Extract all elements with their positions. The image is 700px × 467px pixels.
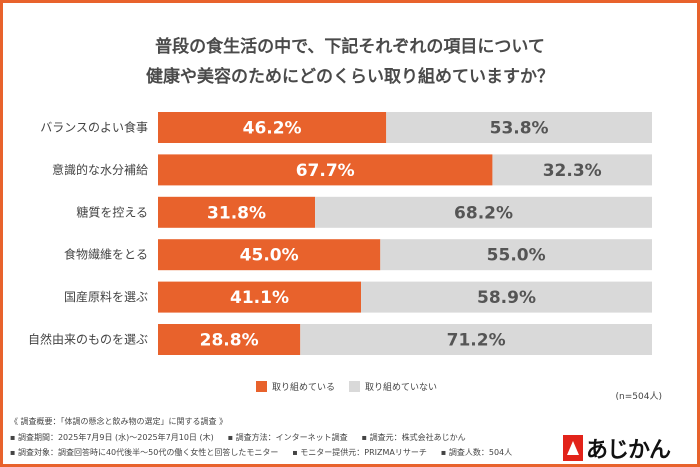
bar-done: [158, 196, 316, 228]
data-label: 67.7%: [296, 161, 355, 181]
bar-not-done: [386, 112, 652, 143]
note-target: ▪ 調査対象：調査回答時に40代後半～50代の働く女性と回答したモニター: [10, 448, 279, 457]
bar-done: [158, 281, 362, 313]
logo-text: あじかん: [586, 438, 671, 463]
note-heading: 《 調査概要：「体調の懸念と飲み物の選定」に関する調査 》: [10, 417, 228, 426]
data-label: 31.8%: [207, 203, 266, 223]
bar-done: [158, 112, 387, 143]
note-period: ▪ 調査期間：2025年7月9日 (水)～2025年7月10日 (木): [10, 432, 214, 442]
data-label: 68.2%: [454, 203, 513, 223]
data-label: 32.3%: [543, 161, 602, 181]
category-label: 糖質を控える: [76, 204, 148, 219]
ajikan-logo: あじかん: [563, 432, 671, 464]
category-label: 意識的な水分補給: [52, 162, 148, 177]
data-label: 28.8%: [200, 331, 259, 351]
category-label: バランスのよい食事: [40, 120, 148, 135]
sample-size: (n=504人): [615, 392, 662, 402]
legend-label: 取り組めている: [272, 381, 335, 393]
note-source: ▪ 調査元：株式会社あじかん: [361, 432, 466, 442]
bar-done: [158, 324, 301, 355]
bar-done: [158, 239, 381, 271]
note-count: ▪ 調査人数：504人: [440, 448, 513, 457]
bar-not-done: [361, 281, 652, 313]
data-label: 71.2%: [447, 331, 506, 351]
bar-not-done: [300, 324, 652, 355]
category-label: 自然由来のものを選ぶ: [28, 332, 148, 347]
note-method: ▪ 調査方法：インターネット調査: [227, 432, 348, 442]
category-label: 国産原料を選ぶ: [64, 289, 148, 304]
data-label: 41.1%: [230, 288, 289, 308]
bar-done: [158, 154, 493, 186]
legend-label: 取り組めていない: [365, 381, 437, 393]
bar-not-done: [380, 239, 652, 271]
title-line-1: 普段の食生活の中で、下記それぞれの項目について: [155, 37, 545, 57]
logo-mark-icon: [563, 435, 583, 461]
data-label: 58.9%: [477, 288, 536, 308]
bar-not-done: [315, 196, 652, 228]
data-label: 45.0%: [240, 246, 299, 266]
bar-not-done: [492, 154, 652, 186]
category-label: 食物繊維をとる: [64, 247, 148, 262]
chart-title: 普段の食生活の中で、下記それぞれの項目について 健康や美容のためにどのくらい取り…: [0, 32, 700, 92]
title-line-2: 健康や美容のためにどのくらい取り組めていますか？: [146, 67, 554, 87]
legend-swatch: [349, 381, 360, 392]
legend-swatch: [256, 381, 267, 392]
note-provider: ▪ モニター提供元：PRIZMAリサーチ: [292, 448, 427, 457]
survey-notes: 《 調査概要：「体調の懸念と飲み物の選定」に関する調査 》 ▪ 調査期間：202…: [10, 414, 526, 461]
data-label: 53.8%: [490, 119, 549, 139]
data-label: 55.0%: [487, 246, 546, 266]
data-label: 46.2%: [243, 119, 302, 139]
